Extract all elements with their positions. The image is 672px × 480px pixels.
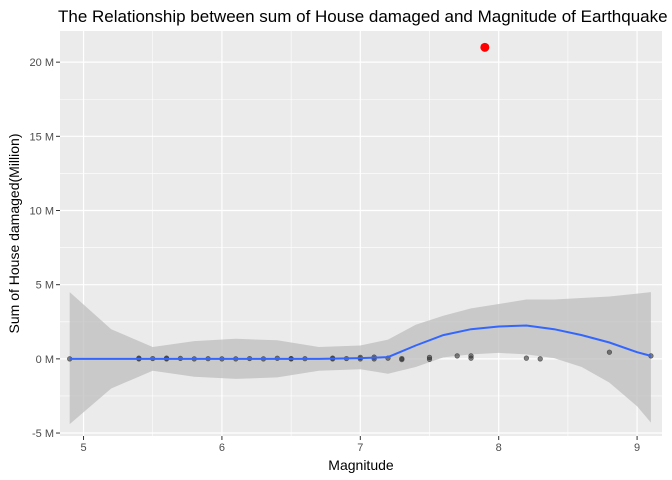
data-point (468, 355, 474, 361)
data-point (537, 356, 543, 362)
data-point (523, 355, 529, 361)
x-axis-ticks: 5 6 7 8 9 (80, 436, 640, 454)
y-tick-label: 10 M (30, 206, 54, 218)
x-tick-label: 8 (496, 442, 502, 454)
data-point (454, 353, 460, 359)
highlight-point (480, 42, 490, 52)
smooth-trend-line (69, 324, 652, 360)
data-point (426, 356, 433, 362)
x-axis-title: Magnitude (328, 457, 394, 473)
x-tick-label: 6 (219, 442, 225, 454)
x-tick-label: 9 (634, 442, 640, 454)
plot-panel (60, 31, 662, 436)
y-axis-ticks: -5 M 0 M 5 M 10 M 15 M 20 M (30, 57, 60, 440)
y-tick-label: 5 M (36, 280, 54, 292)
y-tick-label: 20 M (30, 57, 54, 69)
data-point (606, 349, 613, 355)
y-tick-label: 15 M (30, 131, 54, 143)
y-tick-label: -5 M (32, 428, 54, 440)
x-tick-label: 7 (357, 442, 363, 454)
chart-title: The Relationship between sum of House da… (58, 7, 668, 26)
y-tick-label: 0 M (36, 354, 54, 366)
data-point (399, 355, 405, 362)
x-tick-label: 5 (80, 442, 86, 454)
minor-grid (60, 31, 662, 436)
y-axis-title: Sum of House damaged(Million) (6, 134, 22, 334)
